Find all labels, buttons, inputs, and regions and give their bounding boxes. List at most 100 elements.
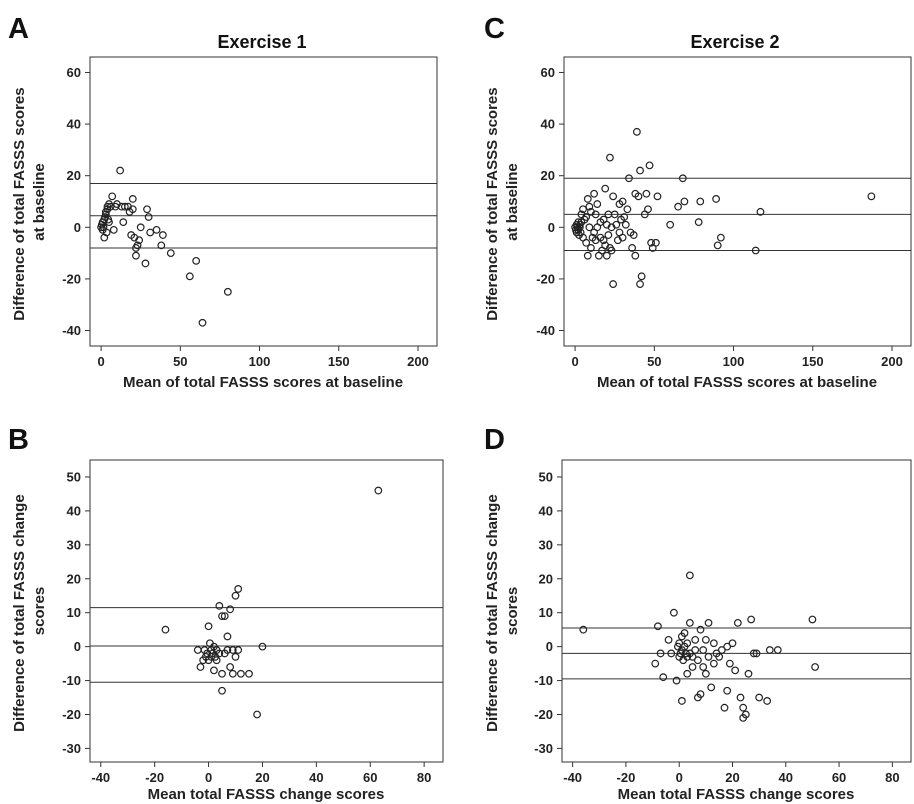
data-point-c-89 xyxy=(756,207,765,216)
y-axis-label-b-line2: scores xyxy=(31,587,48,635)
data-point-d-25 xyxy=(685,618,694,627)
data-point-c-19 xyxy=(583,195,592,203)
x-tick-label-d-3: 20 xyxy=(725,770,739,785)
data-point-c-79 xyxy=(666,220,675,229)
data-point-c-67 xyxy=(634,192,643,201)
x-tick-label-d-1: -20 xyxy=(617,770,636,785)
reference-lines-b xyxy=(90,607,443,683)
data-point-d-29 xyxy=(691,646,700,654)
y-tick-label-d-4: 10 xyxy=(539,605,553,620)
data-point-c-66 xyxy=(632,127,641,136)
data-point-a-41 xyxy=(157,241,166,250)
data-point-a-15 xyxy=(105,218,113,227)
data-point-b-17 xyxy=(212,656,221,665)
y-tick-label-b-1: -20 xyxy=(62,707,81,722)
data-point-d-52 xyxy=(733,618,742,627)
data-point-c-35 xyxy=(599,236,608,245)
y-axis-label-b: Difference of total FASSS change scores xyxy=(11,490,48,732)
x-tick-label-b-4: 40 xyxy=(309,770,323,785)
data-point-d-7 xyxy=(669,608,678,617)
x-tick-label-b-1: -20 xyxy=(145,770,164,785)
chart-title-a: Exercise 1 xyxy=(217,32,306,52)
data-point-d-39 xyxy=(704,652,713,661)
y-tick-label-b-7: 40 xyxy=(67,503,81,518)
panel-b: B -30 -20 -10 0 10 20 30 40 50 -40 -20 0 20 40 60 80 M… xyxy=(8,424,444,803)
data-point-b-30 xyxy=(228,669,237,678)
y-axis-label-d-line2: scores xyxy=(504,587,521,635)
y-tick-label-a-2: 0 xyxy=(74,220,81,235)
data-point-c-18 xyxy=(583,251,592,260)
data-point-d-1 xyxy=(651,659,660,668)
x-tick-label-a-1: 50 xyxy=(173,354,187,369)
data-point-c-47 xyxy=(609,280,618,288)
x-tick-label-d-4: 40 xyxy=(779,770,793,785)
data-point-d-37 xyxy=(701,669,710,678)
data-point-a-24 xyxy=(120,202,129,211)
data-point-d-38 xyxy=(704,618,713,627)
data-point-c-22 xyxy=(587,244,595,252)
y-tick-label-c-0: -40 xyxy=(536,323,555,338)
data-point-a-28 xyxy=(128,195,137,203)
data-point-c-29 xyxy=(593,200,602,208)
y-tick-label-c-4: 40 xyxy=(541,117,555,132)
data-point-d-23 xyxy=(685,571,694,580)
data-point-b-19 xyxy=(215,602,224,610)
y-tick-label-c-3: 20 xyxy=(541,168,555,183)
reference-lines-c xyxy=(564,177,911,252)
data-point-c-84 xyxy=(696,197,705,206)
y-axis-c: -40 -20 0 20 40 60 xyxy=(536,65,564,338)
y-axis-label-a-line1: Difference of total FASSS scores xyxy=(11,87,28,320)
data-point-b-29 xyxy=(228,646,237,654)
data-point-c-69 xyxy=(636,280,644,288)
points-a xyxy=(97,166,232,327)
panel-letter-d: D xyxy=(484,424,505,456)
points-d xyxy=(579,571,819,722)
data-point-c-43 xyxy=(606,153,614,162)
x-tick-label-c-0: 0 xyxy=(571,354,578,369)
data-point-b-11 xyxy=(207,652,216,661)
chart-title-c: Exercise 2 xyxy=(690,32,779,52)
data-point-c-70 xyxy=(637,272,646,281)
points-b xyxy=(161,486,383,719)
data-point-a-44 xyxy=(185,272,194,281)
data-point-b-28 xyxy=(226,663,235,671)
data-point-d-40 xyxy=(707,683,716,692)
data-point-b-14 xyxy=(210,666,218,675)
data-point-d-6 xyxy=(667,649,676,658)
data-point-d-50 xyxy=(728,639,737,648)
data-point-c-28 xyxy=(591,210,600,219)
data-point-b-21 xyxy=(218,686,226,695)
y-axis-b: -30 -20 -10 0 10 20 30 40 50 xyxy=(62,469,90,756)
data-point-a-21 xyxy=(116,166,125,175)
data-point-d-61 xyxy=(755,693,764,702)
data-point-c-60 xyxy=(625,174,633,183)
data-point-b-26 xyxy=(223,646,232,654)
data-point-d-32 xyxy=(696,690,705,699)
y-tick-label-d-0: -30 xyxy=(534,741,553,756)
data-point-c-82 xyxy=(680,197,689,206)
x-tick-label-b-0: -40 xyxy=(91,770,110,785)
data-point-a-36 xyxy=(141,259,150,268)
data-point-c-72 xyxy=(642,189,651,198)
y-axis-label-c-line1: Difference of total FASSS scores xyxy=(484,87,501,320)
data-point-a-43 xyxy=(166,249,175,258)
data-point-a-35 xyxy=(136,223,145,232)
data-point-c-50 xyxy=(612,220,621,229)
y-tick-label-d-7: 40 xyxy=(539,503,553,518)
data-point-c-58 xyxy=(621,220,630,229)
data-point-d-46 xyxy=(720,703,729,712)
data-point-c-59 xyxy=(623,205,632,214)
data-point-c-88 xyxy=(751,246,760,255)
x-tick-label-a-0: 0 xyxy=(97,354,104,369)
data-point-a-47 xyxy=(223,287,232,296)
y-tick-label-b-3: 0 xyxy=(74,639,81,654)
x-axis-label-b: Mean total FASSS change scores xyxy=(148,786,385,803)
x-tick-label-a-2: 100 xyxy=(249,354,271,369)
data-point-d-62 xyxy=(763,697,772,705)
data-point-d-12 xyxy=(676,649,685,658)
x-tick-label-b-6: 80 xyxy=(417,770,431,785)
y-tick-label-c-5: 60 xyxy=(541,65,555,80)
y-axis-d: -30 -20 -10 0 10 20 30 40 50 xyxy=(534,469,562,756)
data-point-b-34 xyxy=(234,646,243,654)
